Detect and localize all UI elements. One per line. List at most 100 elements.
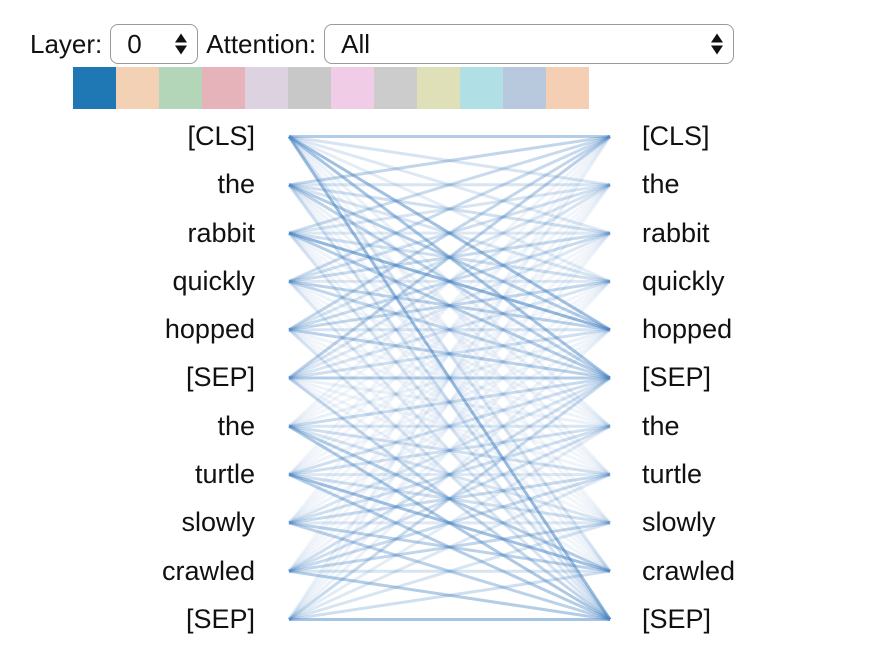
head-swatch-6[interactable] xyxy=(331,67,374,109)
attention-line xyxy=(288,424,611,477)
layer-select[interactable]: 0 xyxy=(110,24,199,64)
attention-line xyxy=(287,135,612,621)
attention-line xyxy=(288,521,611,573)
attention-line xyxy=(287,280,612,621)
attention-line xyxy=(288,135,611,380)
right-token[interactable]: the xyxy=(642,410,680,441)
head-swatch-2[interactable] xyxy=(159,67,202,109)
attention-line xyxy=(287,135,612,573)
attention-line xyxy=(288,183,611,235)
attention-line xyxy=(288,135,611,235)
attention-line xyxy=(287,231,612,525)
attention-line xyxy=(288,231,611,476)
right-token[interactable]: [CLS] xyxy=(642,121,710,151)
left-token[interactable]: hopped xyxy=(164,314,255,345)
attention-line xyxy=(288,328,611,428)
head-swatch-5[interactable] xyxy=(288,67,331,109)
left-token[interactable]: the xyxy=(217,169,255,200)
attention-line xyxy=(288,183,611,283)
attention-line xyxy=(287,183,612,621)
left-token[interactable]: quickly xyxy=(172,265,255,296)
left-token[interactable]: [SEP] xyxy=(185,603,255,634)
left-token-column: [CLS] the rabbit quickly hopped [SEP] the turtl… xyxy=(55,112,255,643)
right-token[interactable]: turtle xyxy=(642,459,703,490)
left-token[interactable]: [CLS] xyxy=(187,121,255,151)
attention-line xyxy=(287,135,612,524)
head-swatch-8[interactable] xyxy=(417,67,460,109)
attention-line xyxy=(288,183,611,428)
attention-line xyxy=(288,135,611,235)
attention-line xyxy=(288,328,611,476)
attention-line xyxy=(288,569,611,621)
head-swatch-10[interactable] xyxy=(503,67,546,109)
attention-line xyxy=(288,231,611,332)
attention-line xyxy=(287,232,612,573)
head-swatch-11[interactable] xyxy=(546,67,589,109)
attention-line xyxy=(288,424,611,573)
attention-line xyxy=(288,521,611,621)
attention-line xyxy=(287,183,612,476)
attention-line xyxy=(287,135,612,428)
attention-line xyxy=(288,280,611,525)
attention-line xyxy=(288,328,611,573)
attention-line xyxy=(288,376,611,621)
attention-line xyxy=(288,279,611,332)
attention-line xyxy=(287,280,612,573)
left-token[interactable]: the xyxy=(217,410,255,441)
left-token[interactable]: slowly xyxy=(181,507,255,538)
attention-line xyxy=(288,280,611,476)
left-token[interactable]: rabbit xyxy=(187,217,255,248)
right-token[interactable]: the xyxy=(642,169,680,200)
right-token[interactable]: quickly xyxy=(642,265,725,296)
attention-line xyxy=(288,473,611,525)
right-token[interactable]: [SEP] xyxy=(642,362,712,393)
attention-line xyxy=(288,425,611,621)
attention-line xyxy=(287,135,612,573)
left-token[interactable]: turtle xyxy=(194,459,255,490)
attention-line xyxy=(288,328,611,476)
attention-line xyxy=(288,183,611,235)
attention-line xyxy=(288,135,611,187)
attention-line xyxy=(288,328,611,573)
attention-line xyxy=(288,473,611,621)
head-swatch-3[interactable] xyxy=(202,67,245,109)
attention-line xyxy=(287,183,612,524)
right-token[interactable]: crawled xyxy=(642,555,736,586)
left-token[interactable]: [SEP] xyxy=(185,362,255,393)
attention-line xyxy=(288,328,611,525)
attention-line xyxy=(288,328,611,380)
attention-line xyxy=(288,376,611,477)
right-token[interactable]: rabbit xyxy=(642,217,710,248)
attention-line xyxy=(288,231,611,332)
head-swatch-9[interactable] xyxy=(460,67,503,109)
attention-select[interactable]: All xyxy=(324,24,735,64)
attention-line xyxy=(288,328,611,428)
attention-line xyxy=(287,183,612,476)
attention-line xyxy=(288,280,611,428)
attention-line xyxy=(288,135,611,331)
attention-line xyxy=(288,280,611,525)
right-token[interactable]: slowly xyxy=(642,507,716,538)
attention-controls: Layer: 0 Attention: All xyxy=(30,22,735,66)
layer-value: 0 xyxy=(127,28,142,59)
attention-line xyxy=(287,328,612,621)
right-token[interactable]: [SEP] xyxy=(642,603,712,634)
attention-line xyxy=(288,135,611,283)
attention-line xyxy=(288,135,611,187)
attention-line xyxy=(288,521,611,573)
right-token[interactable]: hopped xyxy=(642,314,733,345)
head-swatch-4[interactable] xyxy=(245,67,288,109)
left-token[interactable]: crawled xyxy=(161,555,255,586)
head-swatch-0[interactable] xyxy=(73,67,116,109)
attention-line xyxy=(288,183,611,428)
attention-line xyxy=(287,232,612,573)
attention-line xyxy=(288,473,611,525)
attention-line xyxy=(288,183,611,332)
attention-line xyxy=(288,231,611,380)
attention-line xyxy=(288,473,611,621)
attention-line xyxy=(287,231,612,525)
head-swatch-7[interactable] xyxy=(374,67,417,109)
attention-line xyxy=(288,376,611,525)
head-color-swatches xyxy=(73,67,589,109)
head-swatch-1[interactable] xyxy=(116,67,159,109)
